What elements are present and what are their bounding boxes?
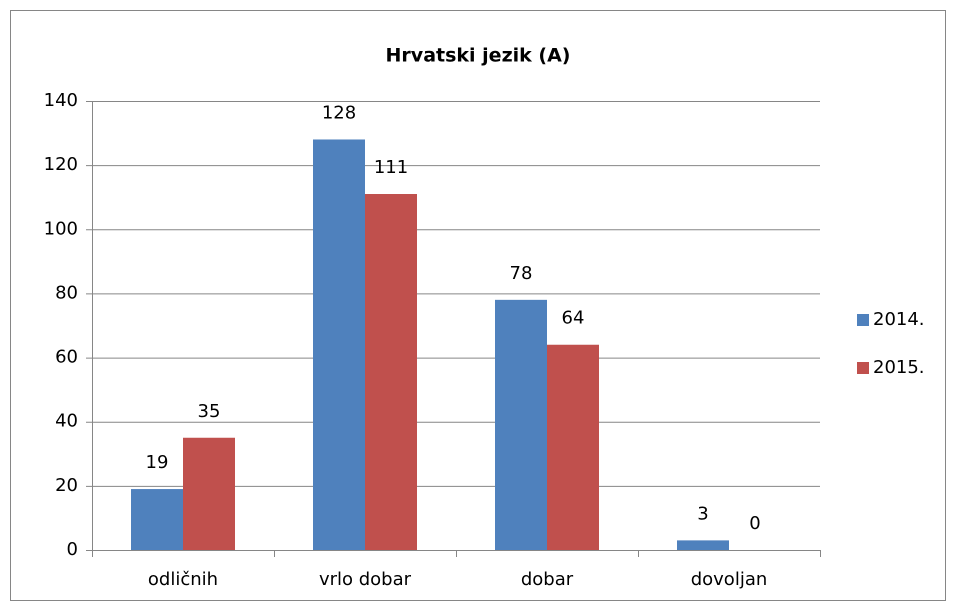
bar	[365, 194, 417, 550]
data-label: 128	[322, 102, 356, 123]
data-label: 0	[749, 513, 760, 534]
x-tick-label: odličnih	[148, 569, 218, 590]
data-label: 3	[697, 503, 708, 524]
bar	[183, 437, 235, 550]
x-tick-label: vrlo dobar	[319, 569, 412, 590]
data-label: 111	[374, 157, 408, 178]
bar	[495, 299, 547, 550]
data-label: 19	[146, 452, 169, 473]
y-tick-label: 120	[44, 154, 78, 175]
chart-title: Hrvatski jezik (A)	[386, 45, 571, 67]
data-label: 35	[198, 401, 221, 422]
x-tick-label: dobar	[521, 569, 574, 590]
y-tick-label: 20	[55, 475, 78, 496]
bar	[131, 489, 183, 550]
legend-label: 2015.	[873, 357, 925, 378]
bar	[547, 344, 599, 550]
data-label: 64	[562, 308, 585, 329]
legend-swatch	[857, 314, 869, 326]
y-tick-label: 100	[44, 218, 78, 239]
y-tick-label: 140	[44, 90, 78, 111]
bar	[677, 540, 729, 550]
y-tick-label: 60	[55, 347, 78, 368]
data-label: 78	[510, 263, 533, 284]
legend-swatch	[857, 362, 869, 374]
y-tick-label: 80	[55, 282, 78, 303]
legend-label: 2014.	[873, 309, 925, 330]
bar	[313, 139, 365, 550]
y-tick-label: 40	[55, 411, 78, 432]
y-tick-label: 0	[67, 539, 78, 560]
x-tick-label: dovoljan	[691, 569, 768, 590]
